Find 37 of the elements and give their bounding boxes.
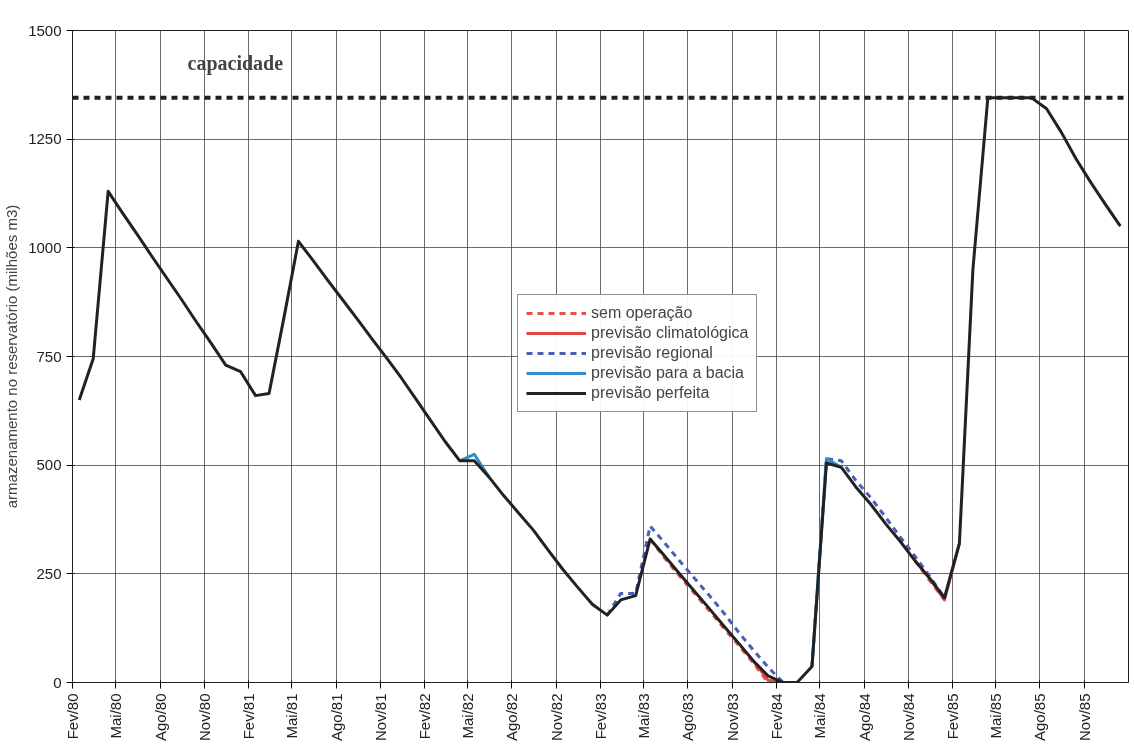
legend-label: previsão para a bacia <box>591 363 744 383</box>
x-tick-label: Mai/81 <box>283 693 301 739</box>
x-tick-label: Fev/85 <box>944 693 962 740</box>
y-tick-label: 1250 <box>28 130 62 148</box>
x-tick-label: Mai/80 <box>107 693 125 739</box>
x-tick-label: Mai/84 <box>811 693 829 739</box>
y-tick-label: 250 <box>36 564 62 582</box>
x-tick-label: Fev/84 <box>767 693 785 740</box>
x-tick-label: Nov/83 <box>723 693 741 742</box>
legend-label: previsão regional <box>591 343 713 363</box>
y-tick-label: 1000 <box>28 238 62 256</box>
x-tick-label: Ago/85 <box>1031 693 1049 742</box>
x-tick-label: Mai/82 <box>459 693 477 739</box>
x-tick-label: Ago/84 <box>855 693 873 742</box>
x-tick-label: Nov/80 <box>196 693 213 742</box>
x-tick-label: Mai/85 <box>987 693 1005 739</box>
legend-label: sem operação <box>591 303 693 323</box>
legend-label: previsão climatológica <box>591 323 749 343</box>
y-tick-label: 0 <box>53 673 62 691</box>
x-tick-label: Mai/83 <box>634 693 652 739</box>
x-tick-label: Nov/82 <box>547 693 565 742</box>
legend-label: previsão perfeita <box>591 383 710 403</box>
x-tick-label: Fev/83 <box>592 693 609 740</box>
x-tick-label: Ago/81 <box>327 693 345 742</box>
x-tick-label: Ago/80 <box>151 693 169 742</box>
y-tick-label: 750 <box>36 347 62 365</box>
x-tick-label: Fev/81 <box>240 693 258 740</box>
x-tick-label: Fev/80 <box>64 693 81 740</box>
x-tick-label: Fev/82 <box>416 693 434 740</box>
x-tick-label: Ago/83 <box>679 693 697 742</box>
x-tick-label: Nov/81 <box>371 693 389 742</box>
y-axis-title: armazenamento no reservatório (milhões m3) <box>3 204 21 509</box>
y-tick-label: 1500 <box>28 21 62 39</box>
x-tick-label: Nov/84 <box>899 693 917 742</box>
y-tick-label: 500 <box>36 456 62 474</box>
x-tick-label: Nov/85 <box>1075 693 1093 742</box>
x-tick-label: Ago/82 <box>503 693 521 742</box>
